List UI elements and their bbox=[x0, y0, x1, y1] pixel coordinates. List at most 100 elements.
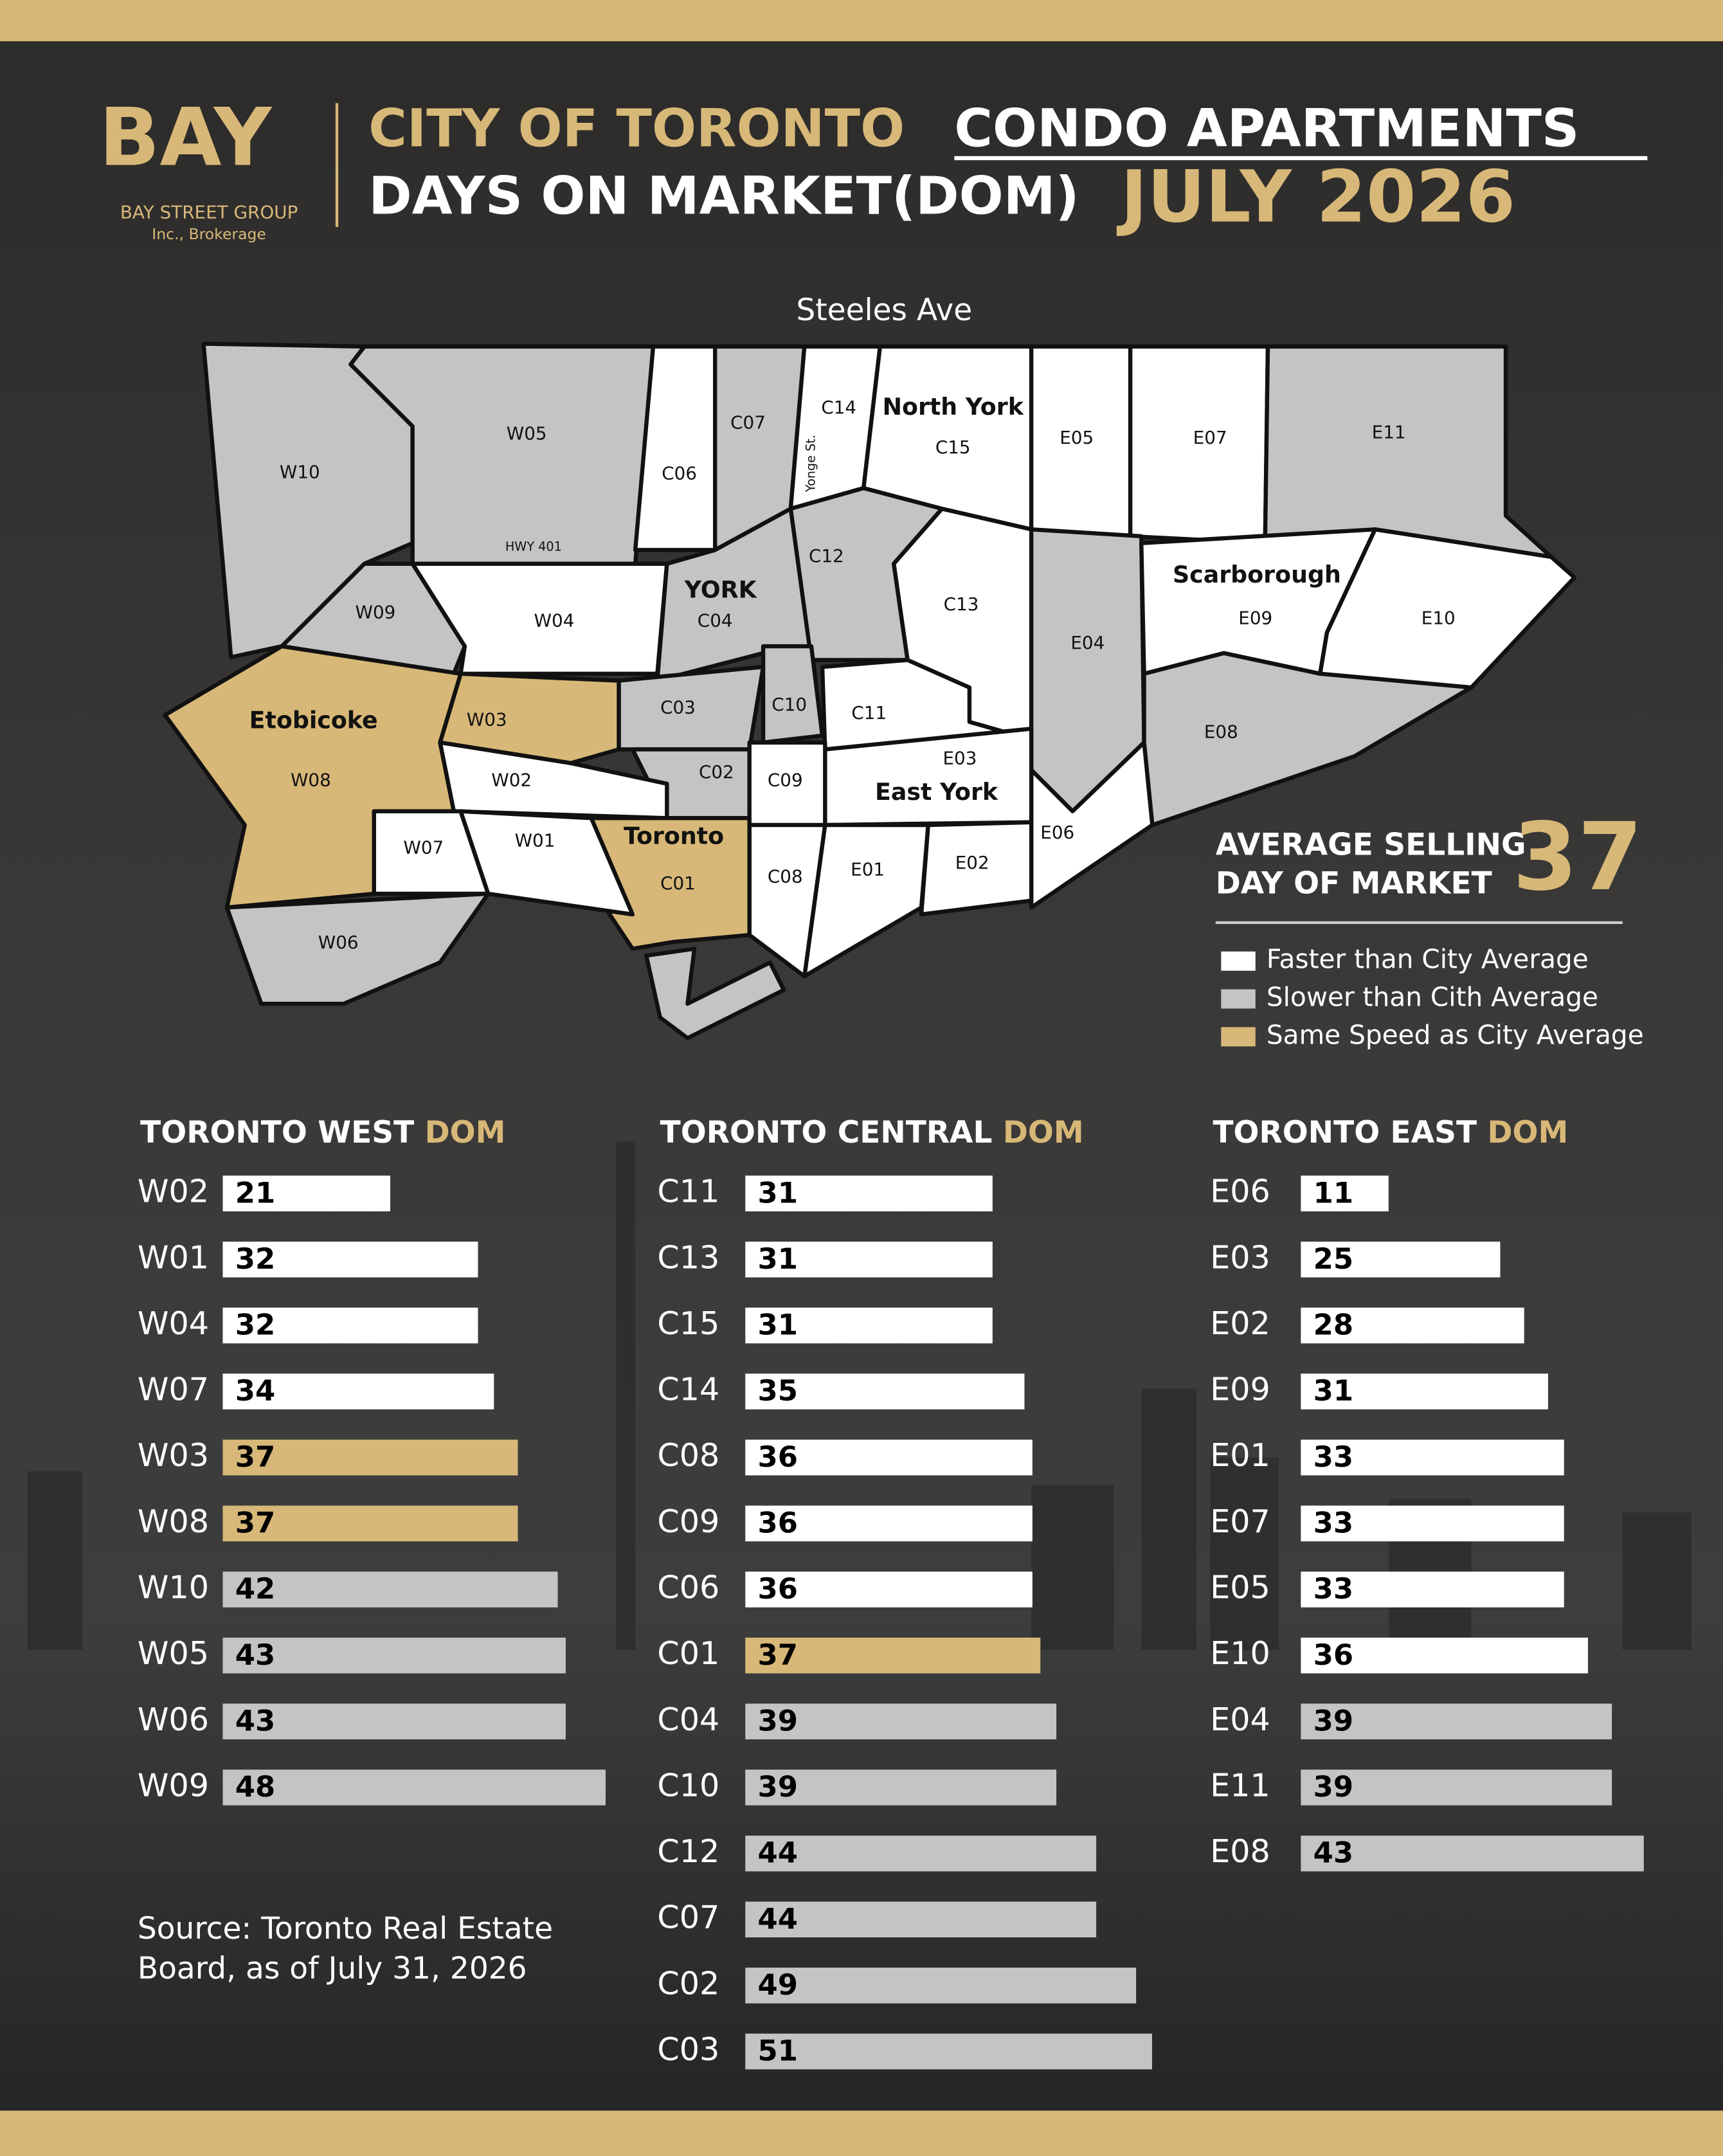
map bbox=[163, 341, 1577, 1040]
value-label: 33 bbox=[1313, 1505, 1354, 1539]
value-label: 33 bbox=[1313, 1440, 1354, 1474]
region-label: E06 bbox=[1040, 822, 1074, 843]
bar bbox=[745, 1572, 1033, 1608]
street-label: Yonge St. bbox=[803, 435, 818, 493]
region-label: E05 bbox=[1060, 427, 1094, 448]
bar bbox=[222, 1307, 478, 1344]
area-label: Scarborough bbox=[1173, 561, 1341, 588]
category-label: W01 bbox=[138, 1238, 209, 1276]
category-label: W07 bbox=[138, 1371, 209, 1408]
category-label: C14 bbox=[657, 1371, 719, 1408]
category-label: W10 bbox=[138, 1568, 209, 1606]
value-label: 37 bbox=[758, 1638, 798, 1672]
category-label: E09 bbox=[1210, 1371, 1270, 1408]
region-label: C03 bbox=[660, 696, 696, 718]
region-label: W09 bbox=[355, 602, 395, 623]
bar bbox=[1301, 1307, 1524, 1344]
bar bbox=[1301, 1373, 1548, 1409]
category-label: C04 bbox=[657, 1701, 719, 1738]
value-label: 48 bbox=[235, 1770, 276, 1804]
value-label: 34 bbox=[235, 1373, 276, 1408]
region-label: W06 bbox=[318, 932, 359, 953]
bar bbox=[222, 1703, 566, 1740]
bar bbox=[222, 1770, 606, 1806]
chart-title: TORONTO WEST DOM bbox=[140, 1115, 505, 1150]
bar bbox=[1301, 1637, 1588, 1674]
bar bbox=[745, 1703, 1057, 1740]
chart-title: TORONTO CENTRAL DOM bbox=[660, 1115, 1084, 1150]
title-part1: CITY OF TORONTO bbox=[368, 99, 905, 159]
category-label: W09 bbox=[138, 1766, 209, 1804]
region-label: C13 bbox=[944, 593, 979, 615]
value-label: 51 bbox=[758, 2034, 798, 2068]
region-label: C09 bbox=[768, 770, 803, 791]
category-label: W08 bbox=[138, 1503, 209, 1540]
bar bbox=[745, 1835, 1097, 1872]
bar bbox=[745, 2033, 1152, 2070]
region-label: E10 bbox=[1421, 607, 1456, 628]
category-label: W04 bbox=[138, 1305, 209, 1342]
area-label: YORK bbox=[684, 576, 758, 604]
category-label: C07 bbox=[657, 1899, 719, 1936]
value-label: 39 bbox=[758, 1770, 798, 1804]
value-label: 36 bbox=[758, 1440, 798, 1474]
region-label: C04 bbox=[698, 610, 733, 631]
category-label: C06 bbox=[657, 1568, 719, 1606]
bar bbox=[1301, 1572, 1564, 1608]
region-label: E11 bbox=[1372, 422, 1406, 443]
area-label: North York bbox=[883, 393, 1024, 421]
region-label: E07 bbox=[1193, 427, 1227, 448]
region-label: C02 bbox=[699, 761, 734, 783]
category-label: C01 bbox=[657, 1635, 719, 1672]
value-label: 36 bbox=[758, 1572, 798, 1606]
value-label: 43 bbox=[235, 1638, 276, 1672]
summary-label: DAY OF MARKET bbox=[1216, 866, 1492, 901]
category-label: E01 bbox=[1210, 1436, 1270, 1474]
region-label: W03 bbox=[467, 709, 507, 730]
company: BAY STREET GROUP bbox=[120, 201, 298, 222]
title-part2: CONDO APARTMENTS bbox=[954, 99, 1579, 159]
title-suffix: DOM bbox=[1003, 1115, 1084, 1150]
bar bbox=[1301, 1703, 1612, 1740]
value-label: 25 bbox=[1313, 1242, 1354, 1276]
value-label: 31 bbox=[758, 1175, 798, 1209]
legend-swatch bbox=[1221, 989, 1256, 1009]
bar bbox=[745, 1901, 1097, 1937]
bar bbox=[222, 1241, 478, 1278]
value-label: 33 bbox=[1313, 1572, 1354, 1606]
bar bbox=[1301, 1439, 1564, 1476]
value-label: 28 bbox=[1313, 1308, 1354, 1342]
category-label: C15 bbox=[657, 1305, 719, 1342]
region-label: W04 bbox=[534, 610, 575, 631]
value-label: 32 bbox=[235, 1242, 276, 1276]
bar bbox=[222, 1505, 518, 1542]
value-label: 44 bbox=[758, 1901, 798, 1935]
value-label: 37 bbox=[235, 1440, 276, 1474]
category-label: W02 bbox=[138, 1173, 209, 1210]
region-label: C08 bbox=[768, 865, 803, 887]
bar bbox=[745, 1505, 1033, 1542]
legend-label: Slower than Cith Average bbox=[1267, 982, 1598, 1013]
region-label: W10 bbox=[280, 462, 320, 483]
category-label: E08 bbox=[1210, 1833, 1270, 1870]
hwy-label: HWY 401 bbox=[505, 539, 562, 554]
bar bbox=[745, 1637, 1041, 1674]
value-label: 39 bbox=[758, 1703, 798, 1737]
category-label: C08 bbox=[657, 1436, 719, 1474]
title-text: TORONTO EAST bbox=[1213, 1115, 1477, 1150]
title-suffix: DOM bbox=[1487, 1115, 1568, 1150]
chart-title: TORONTO EAST DOM bbox=[1213, 1115, 1568, 1150]
bar bbox=[745, 1968, 1137, 2004]
value-label: 32 bbox=[235, 1308, 276, 1342]
title-text: TORONTO CENTRAL bbox=[660, 1115, 993, 1150]
category-label: E07 bbox=[1210, 1503, 1270, 1540]
bar bbox=[745, 1770, 1057, 1806]
source: Board, as of July 31, 2026 bbox=[138, 1951, 527, 1986]
value-label: 43 bbox=[1313, 1836, 1354, 1870]
value-label: 44 bbox=[758, 1836, 798, 1870]
region-label: W02 bbox=[491, 770, 532, 791]
area-label: East York bbox=[875, 778, 998, 806]
bar bbox=[1301, 1835, 1644, 1872]
